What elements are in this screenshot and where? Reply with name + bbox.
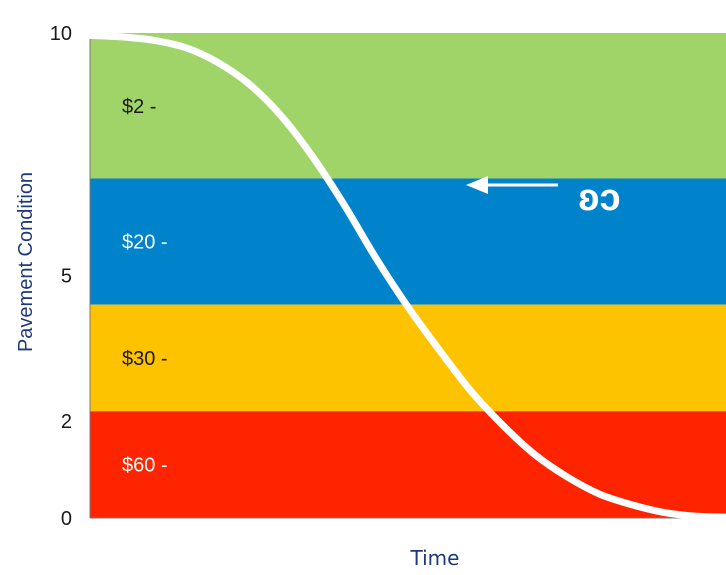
band-0 bbox=[90, 33, 726, 179]
y-ticks: 0 2 5 10 bbox=[50, 23, 72, 530]
band-label-2: $30 - bbox=[122, 348, 168, 370]
condition-bands bbox=[90, 33, 726, 518]
y-tick-label-0: 0 bbox=[61, 508, 72, 530]
x-axis-title: Time bbox=[410, 546, 460, 570]
annotation-text: ʚɔ bbox=[578, 177, 621, 219]
band-label-0: $2 - bbox=[122, 96, 156, 118]
band-2 bbox=[90, 304, 726, 412]
axes bbox=[89, 33, 726, 519]
y-tick-label-3: 10 bbox=[50, 23, 72, 45]
band-label-1: $20 - bbox=[122, 232, 168, 254]
y-axis-title: Pavement Condition bbox=[15, 172, 37, 352]
annotation: ʚɔ bbox=[466, 176, 621, 219]
deterioration-curve bbox=[86, 31, 726, 521]
band-label-3: $60 - bbox=[122, 455, 168, 477]
band-labels: $2 - $20 - $30 - $60 - bbox=[122, 96, 168, 477]
y-tick-label-1: 2 bbox=[61, 411, 72, 433]
y-tick-label-2: 5 bbox=[61, 266, 72, 288]
band-1 bbox=[90, 178, 726, 305]
annotation-arrowhead bbox=[466, 176, 488, 194]
